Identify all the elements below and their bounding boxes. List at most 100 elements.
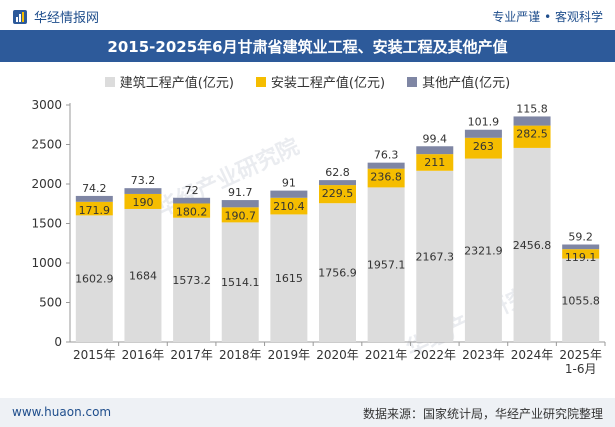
data-label-construction: 2456.8 xyxy=(513,239,552,252)
x-tick-label: 2015年 xyxy=(73,348,116,362)
data-label-other: 101.9 xyxy=(468,116,500,129)
data-label-construction: 1756.9 xyxy=(318,267,357,280)
bar-installation xyxy=(464,137,502,159)
legend-swatch-construction xyxy=(104,76,115,87)
brand-name: 华经情报网 xyxy=(34,11,100,26)
x-tick-label: 2018年 xyxy=(219,348,262,362)
y-tick-label: 1000 xyxy=(31,256,62,270)
y-tick-label: 0 xyxy=(54,335,62,349)
x-tick-label: 2020年 xyxy=(316,348,359,362)
bar-construction xyxy=(270,214,308,342)
data-label-other: 62.8 xyxy=(325,166,350,179)
bar-construction xyxy=(221,222,259,342)
data-label-construction: 2321.9 xyxy=(464,244,503,257)
bar-construction xyxy=(464,158,502,342)
chart-legend: 建筑工程产值(亿元) 安装工程产值(亿元) 其他产值(亿元) xyxy=(0,72,615,91)
x-tick-label: 2017年 xyxy=(170,348,213,362)
bar-construction xyxy=(75,215,113,342)
data-label-installation: 263 xyxy=(473,140,494,153)
y-tick-label: 2500 xyxy=(31,138,62,152)
bar-construction xyxy=(173,217,211,342)
bar-other xyxy=(319,180,356,186)
bar-other xyxy=(562,244,600,250)
bar-installation xyxy=(416,154,454,171)
bar-other xyxy=(221,200,259,208)
chart-title: 2015-2025年6月甘肃省建筑业工程、安装工程及其他产值 xyxy=(107,38,508,56)
data-label-construction: 1055.8 xyxy=(561,294,600,307)
x-tick-label: 2021年 xyxy=(365,348,408,362)
top-bar: 华经情报网 专业严谨 • 客观科学 xyxy=(0,0,615,30)
bar-construction xyxy=(367,187,405,342)
bar-other xyxy=(75,195,113,202)
logo-icon xyxy=(13,9,27,24)
data-label-construction: 1573.2 xyxy=(172,274,211,287)
footer-website: www.huaon.com xyxy=(12,405,112,419)
data-label-other: 72 xyxy=(185,184,199,197)
x-tick-label: 2022年 xyxy=(413,348,456,362)
x-tick-label: 2023年 xyxy=(462,348,505,362)
y-tick-label: 1500 xyxy=(31,217,62,231)
data-label-other: 73.2 xyxy=(131,174,156,187)
bar-other xyxy=(513,116,551,126)
data-label-other: 115.8 xyxy=(516,102,548,115)
x-tick-label: 1-6月 xyxy=(565,362,597,376)
data-label-other: 91.7 xyxy=(228,186,253,199)
data-label-installation: 190.7 xyxy=(224,209,256,222)
legend-swatch-installation xyxy=(255,76,266,87)
data-label-other: 99.4 xyxy=(423,132,448,145)
data-label-installation: 282.5 xyxy=(516,128,548,141)
bar-installation xyxy=(367,168,405,188)
footer-bar xyxy=(0,398,615,427)
data-label-construction: 1684 xyxy=(129,269,157,282)
legend-item-installation: 安装工程产值(亿元) xyxy=(255,72,386,91)
data-label-construction: 2167.3 xyxy=(416,250,455,263)
data-label-construction: 1957.1 xyxy=(367,259,406,272)
tagline: 专业严谨 • 客观科学 xyxy=(492,10,603,24)
y-tick-label: 2000 xyxy=(31,177,62,191)
legend-label-construction: 建筑工程产值(亿元) xyxy=(119,76,234,91)
bar-construction xyxy=(513,147,551,342)
x-tick-label: 2025年 xyxy=(559,348,602,362)
data-label-construction: 1615 xyxy=(275,272,303,285)
data-label-installation: 171.9 xyxy=(79,204,111,217)
bar-installation xyxy=(562,249,600,259)
bar-construction xyxy=(124,208,162,342)
data-label-construction: 1602.9 xyxy=(75,273,114,286)
data-label-construction: 1514.1 xyxy=(221,276,260,289)
bar-installation xyxy=(270,197,308,215)
x-tick-label: 2019年 xyxy=(268,348,311,362)
bar-construction xyxy=(562,258,600,342)
bar-construction xyxy=(319,203,356,342)
legend-label-other: 其他产值(亿元) xyxy=(422,76,511,91)
legend-label-installation: 安装工程产值(亿元) xyxy=(270,76,386,91)
data-label-installation: 180.2 xyxy=(176,205,208,218)
bar-installation xyxy=(173,203,211,218)
bar-installation xyxy=(319,185,356,204)
data-label-installation: 190 xyxy=(132,196,153,209)
legend-item-other: 其他产值(亿元) xyxy=(407,72,510,91)
bar-other xyxy=(464,129,502,138)
data-label-installation: 119.1 xyxy=(565,251,597,264)
title-bar xyxy=(0,30,615,62)
data-label-other: 91 xyxy=(282,177,296,190)
bar-other xyxy=(270,190,308,198)
x-tick-label: 2016年 xyxy=(122,348,165,362)
bar-other xyxy=(124,188,162,194)
legend-item-construction: 建筑工程产值(亿元) xyxy=(104,72,234,91)
bar-installation xyxy=(221,207,259,223)
bar-other xyxy=(416,146,454,155)
data-label-other: 76.3 xyxy=(374,149,399,162)
data-label-installation: 236.8 xyxy=(370,171,402,184)
data-label-other: 74.2 xyxy=(82,182,107,195)
bar-installation xyxy=(75,201,113,216)
footer-source: 数据来源：国家统计局，华经产业研究院整理 xyxy=(362,407,603,421)
y-tick-label: 500 xyxy=(39,296,62,310)
data-label-installation: 229.5 xyxy=(322,187,354,200)
bar-other xyxy=(367,162,405,169)
brand: 华经情报网 xyxy=(12,7,99,26)
bar-installation xyxy=(124,193,162,209)
data-label-installation: 211 xyxy=(424,156,445,169)
bar-other xyxy=(173,197,211,204)
bar-construction xyxy=(416,170,454,342)
